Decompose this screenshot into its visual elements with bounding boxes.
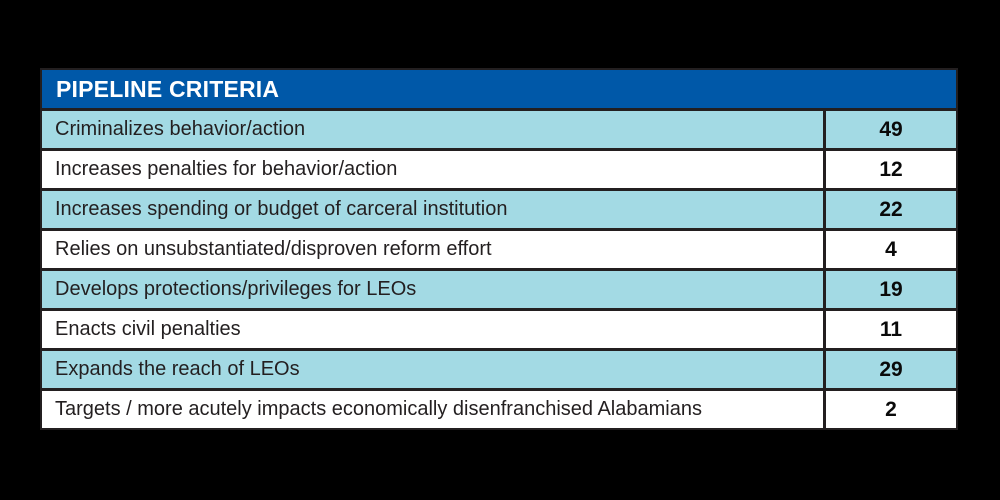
value-cell: 11 xyxy=(823,311,956,348)
table-row: Expands the reach of LEOs 29 xyxy=(42,348,956,388)
value-cell: 4 xyxy=(823,231,956,268)
value-cell: 2 xyxy=(823,391,956,428)
criteria-cell: Increases penalties for behavior/action xyxy=(55,158,398,180)
table-row: Increases spending or budget of carceral… xyxy=(42,188,956,228)
criteria-cell: Develops protections/privileges for LEOs xyxy=(55,278,417,300)
value-cell: 49 xyxy=(823,111,956,148)
table-row: Targets / more acutely impacts economica… xyxy=(42,388,956,428)
table-row: Increases penalties for behavior/action … xyxy=(42,148,956,188)
value-cell: 22 xyxy=(823,191,956,228)
criteria-cell: Expands the reach of LEOs xyxy=(55,358,300,380)
table-header-title: PIPELINE CRITERIA xyxy=(56,75,280,102)
table-row: Relies on unsubstantiated/disproven refo… xyxy=(42,228,956,268)
pipeline-criteria-table: PIPELINE CRITERIA Criminalizes behavior/… xyxy=(40,68,958,430)
criteria-cell: Increases spending or budget of carceral… xyxy=(55,198,508,220)
value-cell: 12 xyxy=(823,151,956,188)
criteria-cell: Targets / more acutely impacts economica… xyxy=(55,398,702,420)
table-row: Enacts civil penalties 11 xyxy=(42,308,956,348)
criteria-cell: Enacts civil penalties xyxy=(55,318,241,340)
criteria-cell: Criminalizes behavior/action xyxy=(55,118,306,140)
value-cell: 19 xyxy=(823,271,956,308)
value-cell: 29 xyxy=(823,351,956,388)
table-row: Develops protections/privileges for LEOs… xyxy=(42,268,956,308)
table-header: PIPELINE CRITERIA xyxy=(42,70,956,108)
criteria-cell: Relies on unsubstantiated/disproven refo… xyxy=(55,238,492,260)
table-row: Criminalizes behavior/action 49 xyxy=(42,108,956,148)
